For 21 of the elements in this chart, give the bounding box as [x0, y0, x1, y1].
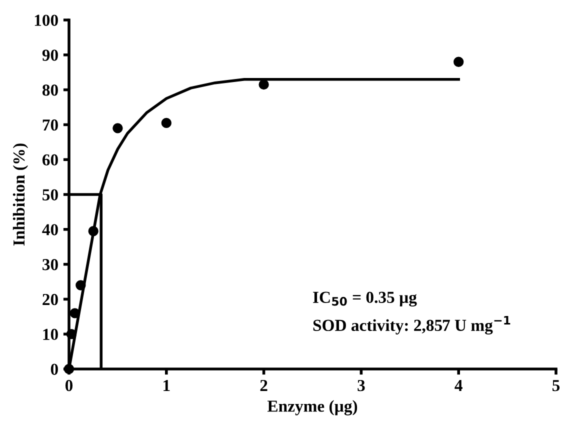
y-tick-label: 80 — [42, 84, 58, 96]
x-tick-label: 5 — [552, 380, 560, 392]
y-axis-title: Inhibition (%) — [12, 144, 28, 246]
x-tick-label: 3 — [358, 380, 365, 392]
y-tick-label: 40 — [42, 224, 58, 236]
x-tick-label: 1 — [164, 380, 170, 391]
y-tick-label: 100 — [34, 14, 58, 26]
y-tick-label: 50 — [42, 189, 58, 200]
annotation: SOD activity: 2,857 U mg$^{−1}$ — [313, 316, 510, 335]
x-tick-label: 0 — [65, 380, 73, 392]
x-tick-label: 2 — [260, 380, 268, 391]
y-tick-label: 70 — [42, 119, 58, 131]
x-tick-label: 4 — [454, 380, 462, 391]
x-axis-title: Enzyme (µg) — [267, 400, 358, 416]
annotation: IC$_{50}$ = 0.35 µg — [313, 292, 417, 307]
y-tick-label: 0 — [50, 364, 58, 375]
y-tick-label: 90 — [42, 50, 58, 61]
y-tick-label: 20 — [42, 294, 58, 306]
y-tick-label: 60 — [42, 154, 58, 166]
y-tick-label: 10 — [43, 328, 58, 340]
y-tick-label: 30 — [42, 259, 58, 270]
